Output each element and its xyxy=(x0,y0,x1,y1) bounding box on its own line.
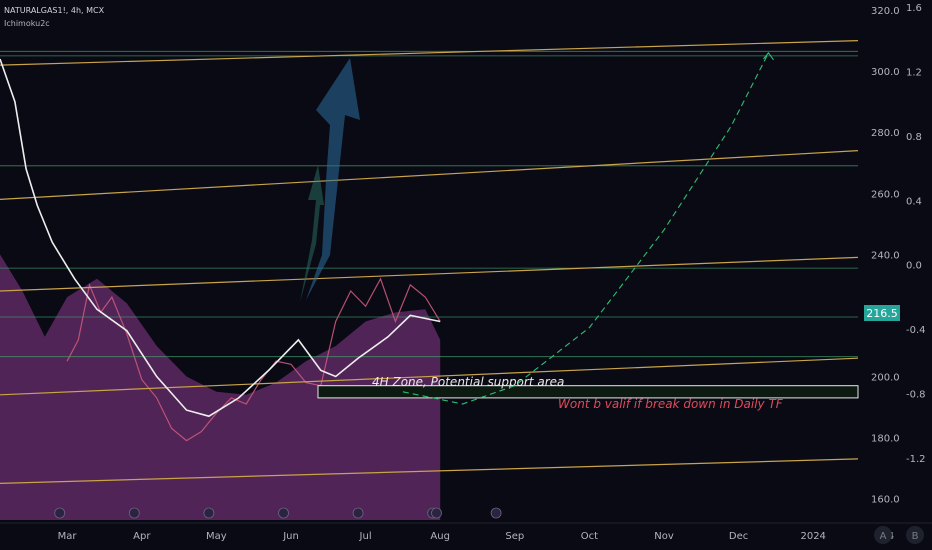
time-axis-tick: Apr xyxy=(133,531,151,542)
time-axis-tick: Dec xyxy=(729,531,748,542)
event-marker xyxy=(203,507,215,519)
auto-scale-label: A xyxy=(880,531,887,542)
indicator-axis-tick: -1.2 xyxy=(906,454,926,465)
event-marker xyxy=(54,507,66,519)
channel-line xyxy=(0,458,859,484)
price-axis-tick: 260.0 xyxy=(871,189,900,200)
time-axis-tick: Oct xyxy=(581,531,598,542)
big-trend-arrow xyxy=(306,58,360,300)
small-trend-arrow xyxy=(300,165,324,302)
time-axis-tick: Sep xyxy=(505,531,524,542)
event-marker xyxy=(128,507,140,519)
indicator-axis-tick: -0.4 xyxy=(906,325,926,336)
indicator-axis-tick: 0.8 xyxy=(906,132,922,143)
ichimoku-cloud xyxy=(0,254,441,520)
event-marker xyxy=(490,507,502,519)
indicator-name: Ichimoku2c xyxy=(4,19,50,28)
support-zone-label: 4H Zone, Potential support area xyxy=(372,375,564,389)
projection-arrowhead xyxy=(763,51,774,61)
time-axis-tick: 2024 xyxy=(800,531,825,542)
indicator-axis-tick: 1.2 xyxy=(906,67,922,78)
time-axis-tick: Jul xyxy=(359,531,372,542)
chart-legend: NATURALGAS1!, 4h, MCX Ichimoku2c xyxy=(4,4,104,30)
indicator-axis-tick: 0.0 xyxy=(906,261,922,272)
price-line xyxy=(66,277,441,442)
channel-line xyxy=(0,357,859,396)
channel-line xyxy=(0,150,859,200)
event-marker xyxy=(278,507,289,519)
last-price-value: 216.5 xyxy=(866,307,898,320)
event-marker xyxy=(352,507,364,519)
ichimoku-baseline xyxy=(0,58,441,418)
price-axis-tick: 240.0 xyxy=(871,250,900,261)
time-axis-tick: Mar xyxy=(58,531,78,542)
time-axis-tick: Nov xyxy=(654,531,674,542)
projection-path xyxy=(402,52,769,405)
indicator-axis-tick: -0.8 xyxy=(906,390,926,401)
price-axis-tick: 180.0 xyxy=(871,434,900,445)
last-price-tag xyxy=(864,305,900,321)
bar-scale-label: B xyxy=(912,531,919,542)
price-axis-tick: 200.0 xyxy=(871,373,900,384)
time-axis-tick: May xyxy=(206,531,227,542)
price-axis-tick: 320.0 xyxy=(871,6,900,17)
price-axis-tick: 300.0 xyxy=(871,67,900,78)
event-marker xyxy=(431,507,442,519)
channel-line xyxy=(0,256,859,292)
indicator-axis-tick: 0.4 xyxy=(906,196,922,207)
channel-line xyxy=(0,40,859,66)
time-axis-tick: Jun xyxy=(282,531,299,542)
price-axis-tick: 160.0 xyxy=(871,495,900,506)
trend-arrows xyxy=(300,58,360,302)
support-zone[interactable] xyxy=(317,385,859,399)
time-axis-tick: Aug xyxy=(430,531,450,542)
price-axis-tick: 280.0 xyxy=(871,128,900,139)
auto-scale-button[interactable] xyxy=(874,526,892,544)
symbol-title: NATURALGAS1!, 4h, MCX xyxy=(4,6,105,15)
warning-label: Wont b valif if break down in Daily TF xyxy=(558,397,784,411)
bar-scale-button[interactable] xyxy=(906,526,924,544)
indicator-axis-tick: 1.6 xyxy=(906,3,922,14)
